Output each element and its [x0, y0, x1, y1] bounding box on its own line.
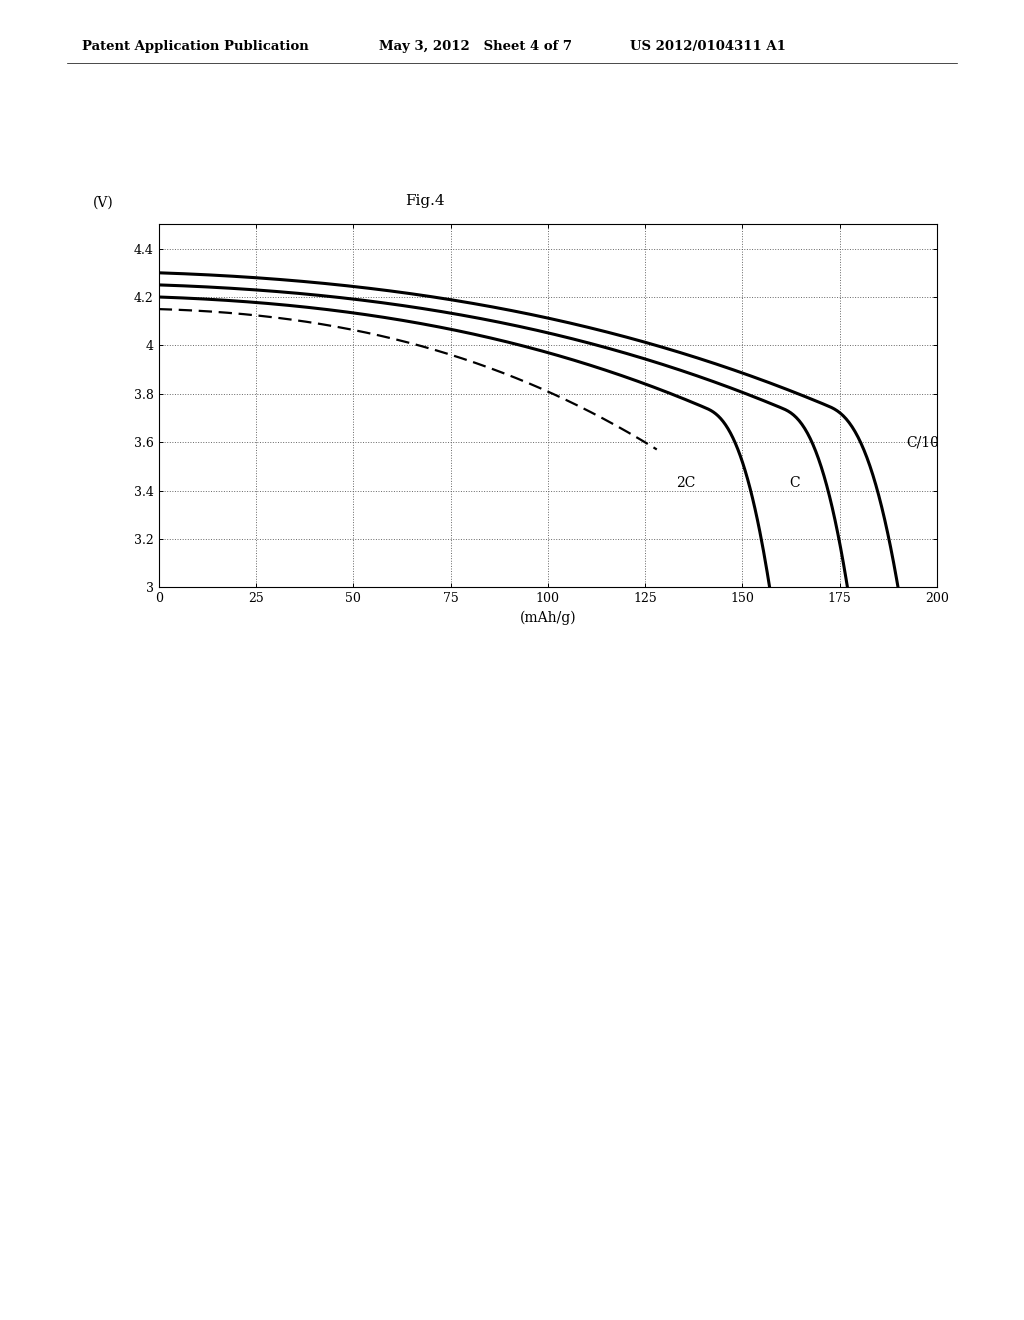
X-axis label: (mAh/g): (mAh/g)	[519, 611, 577, 626]
Text: (V): (V)	[92, 195, 114, 210]
Text: Fig.4: Fig.4	[406, 194, 444, 207]
Text: US 2012/0104311 A1: US 2012/0104311 A1	[630, 40, 785, 53]
Text: May 3, 2012   Sheet 4 of 7: May 3, 2012 Sheet 4 of 7	[379, 40, 571, 53]
Text: C/10: C/10	[906, 436, 939, 449]
Text: 2C: 2C	[676, 477, 695, 490]
Text: C: C	[790, 477, 800, 490]
Text: Patent Application Publication: Patent Application Publication	[82, 40, 308, 53]
